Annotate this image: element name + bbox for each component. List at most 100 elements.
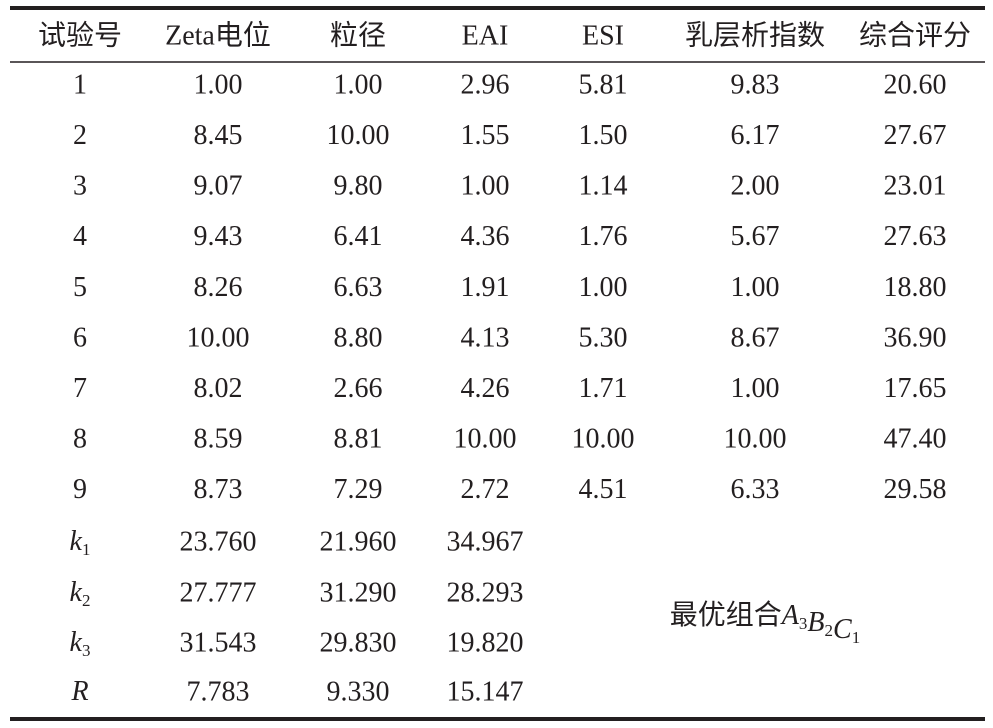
cell: 9.330	[327, 676, 390, 707]
cell: 19.820	[447, 627, 524, 658]
italic-letter: A	[780, 600, 800, 631]
italic-letter: B	[807, 607, 824, 638]
cell: 17.65	[884, 373, 947, 404]
cell: 27.63	[884, 221, 947, 252]
cell: 1.71	[579, 373, 628, 404]
cell: 8.81	[334, 424, 383, 455]
cell: 9.43	[194, 221, 243, 252]
cell: 10.00	[327, 120, 390, 151]
cell: 29.58	[884, 474, 947, 505]
cell: 8.80	[334, 322, 383, 353]
header-cell: Zeta电位	[165, 19, 271, 51]
stat-label: R	[70, 676, 88, 707]
header-cell: EAI	[462, 20, 509, 51]
cell: 27.777	[180, 577, 257, 608]
cell: 8.67	[731, 322, 780, 353]
subscript: 2	[82, 591, 91, 610]
cell: 8.26	[194, 272, 243, 303]
cell: 36.90	[884, 322, 947, 353]
cell: 2.66	[334, 373, 383, 404]
italic-letter: k	[70, 627, 83, 658]
cell: 3	[73, 171, 87, 202]
italic-letter: C	[833, 614, 852, 645]
italic-letter: k	[70, 577, 83, 608]
cell: 1.14	[579, 171, 628, 202]
header-cell: 粒径	[330, 19, 386, 51]
cell: 6.17	[731, 120, 780, 151]
cell: 10.00	[724, 424, 787, 455]
cell: 4.36	[461, 221, 510, 252]
cell: 6	[73, 322, 87, 353]
subscript: 2	[825, 621, 834, 640]
cell: 1	[73, 69, 87, 100]
cell: 31.290	[320, 577, 397, 608]
cell: 9.07	[194, 171, 243, 202]
cell: 21.960	[320, 526, 397, 557]
cell: 5.81	[579, 69, 628, 100]
conclusion: 最优组合A3B2C1	[670, 599, 860, 646]
cell: 7.29	[334, 474, 383, 505]
cell: 8.02	[194, 373, 243, 404]
header-cell: ESI	[582, 20, 624, 51]
cell: 47.40	[884, 424, 947, 455]
cell: 5.67	[731, 221, 780, 252]
cell: 5.30	[579, 322, 628, 353]
cell: 6.63	[334, 272, 383, 303]
cell: 1.76	[579, 221, 628, 252]
cell: 6.33	[731, 474, 780, 505]
cell: 1.91	[461, 272, 510, 303]
cell: 23.760	[180, 526, 257, 557]
cell: 10.00	[572, 424, 635, 455]
cell: 18.80	[884, 272, 947, 303]
cell: 9.83	[731, 69, 780, 100]
cell: 2.00	[731, 171, 780, 202]
cell: 1.00	[579, 272, 628, 303]
cell: 31.543	[180, 627, 257, 658]
cell: 1.55	[461, 120, 510, 151]
header-cell: 乳层析指数	[685, 19, 825, 51]
subscript: 1	[852, 628, 861, 647]
cell: 4.13	[461, 322, 510, 353]
cell: 9.80	[334, 171, 383, 202]
cell: 7	[73, 373, 87, 404]
cell: 1.00	[334, 69, 383, 100]
subscript: 3	[82, 641, 91, 660]
cell: 4.51	[579, 474, 628, 505]
cell: 1.00	[731, 373, 780, 404]
cell: 15.147	[447, 676, 524, 707]
cell: 8.59	[194, 424, 243, 455]
cell: 8	[73, 424, 87, 455]
cell: 8.73	[194, 474, 243, 505]
conclusion-text: 最优组合	[670, 599, 782, 631]
cell: 1.00	[731, 272, 780, 303]
cell: 10.00	[454, 424, 517, 455]
cell: 7.783	[187, 676, 250, 707]
cell: 1.00	[461, 171, 510, 202]
cell: 34.967	[447, 526, 524, 557]
stat-label: k3	[70, 627, 91, 659]
italic-letter: k	[70, 526, 83, 557]
cell: 2.96	[461, 69, 510, 100]
cell: 29.830	[320, 627, 397, 658]
cell: 28.293	[447, 577, 524, 608]
cell: 27.67	[884, 120, 947, 151]
cell: 6.41	[334, 221, 383, 252]
cell: 23.01	[884, 171, 947, 202]
cell: 1.00	[194, 69, 243, 100]
cell: 4.26	[461, 373, 510, 404]
subscript: 3	[799, 614, 808, 633]
cell: 5	[73, 272, 87, 303]
cell: 2.72	[461, 474, 510, 505]
stat-label: k1	[70, 526, 91, 558]
stat-label: k2	[70, 577, 91, 609]
italic-letter: R	[70, 676, 88, 707]
subscript: 1	[82, 540, 91, 559]
cell: 1.50	[579, 120, 628, 151]
cell: 2	[73, 120, 87, 151]
cell: 8.45	[194, 120, 243, 151]
header-cell: 试验号	[38, 19, 122, 51]
header-cell: 综合评分	[859, 19, 971, 51]
cell: 20.60	[884, 69, 947, 100]
cell: 9	[73, 474, 87, 505]
